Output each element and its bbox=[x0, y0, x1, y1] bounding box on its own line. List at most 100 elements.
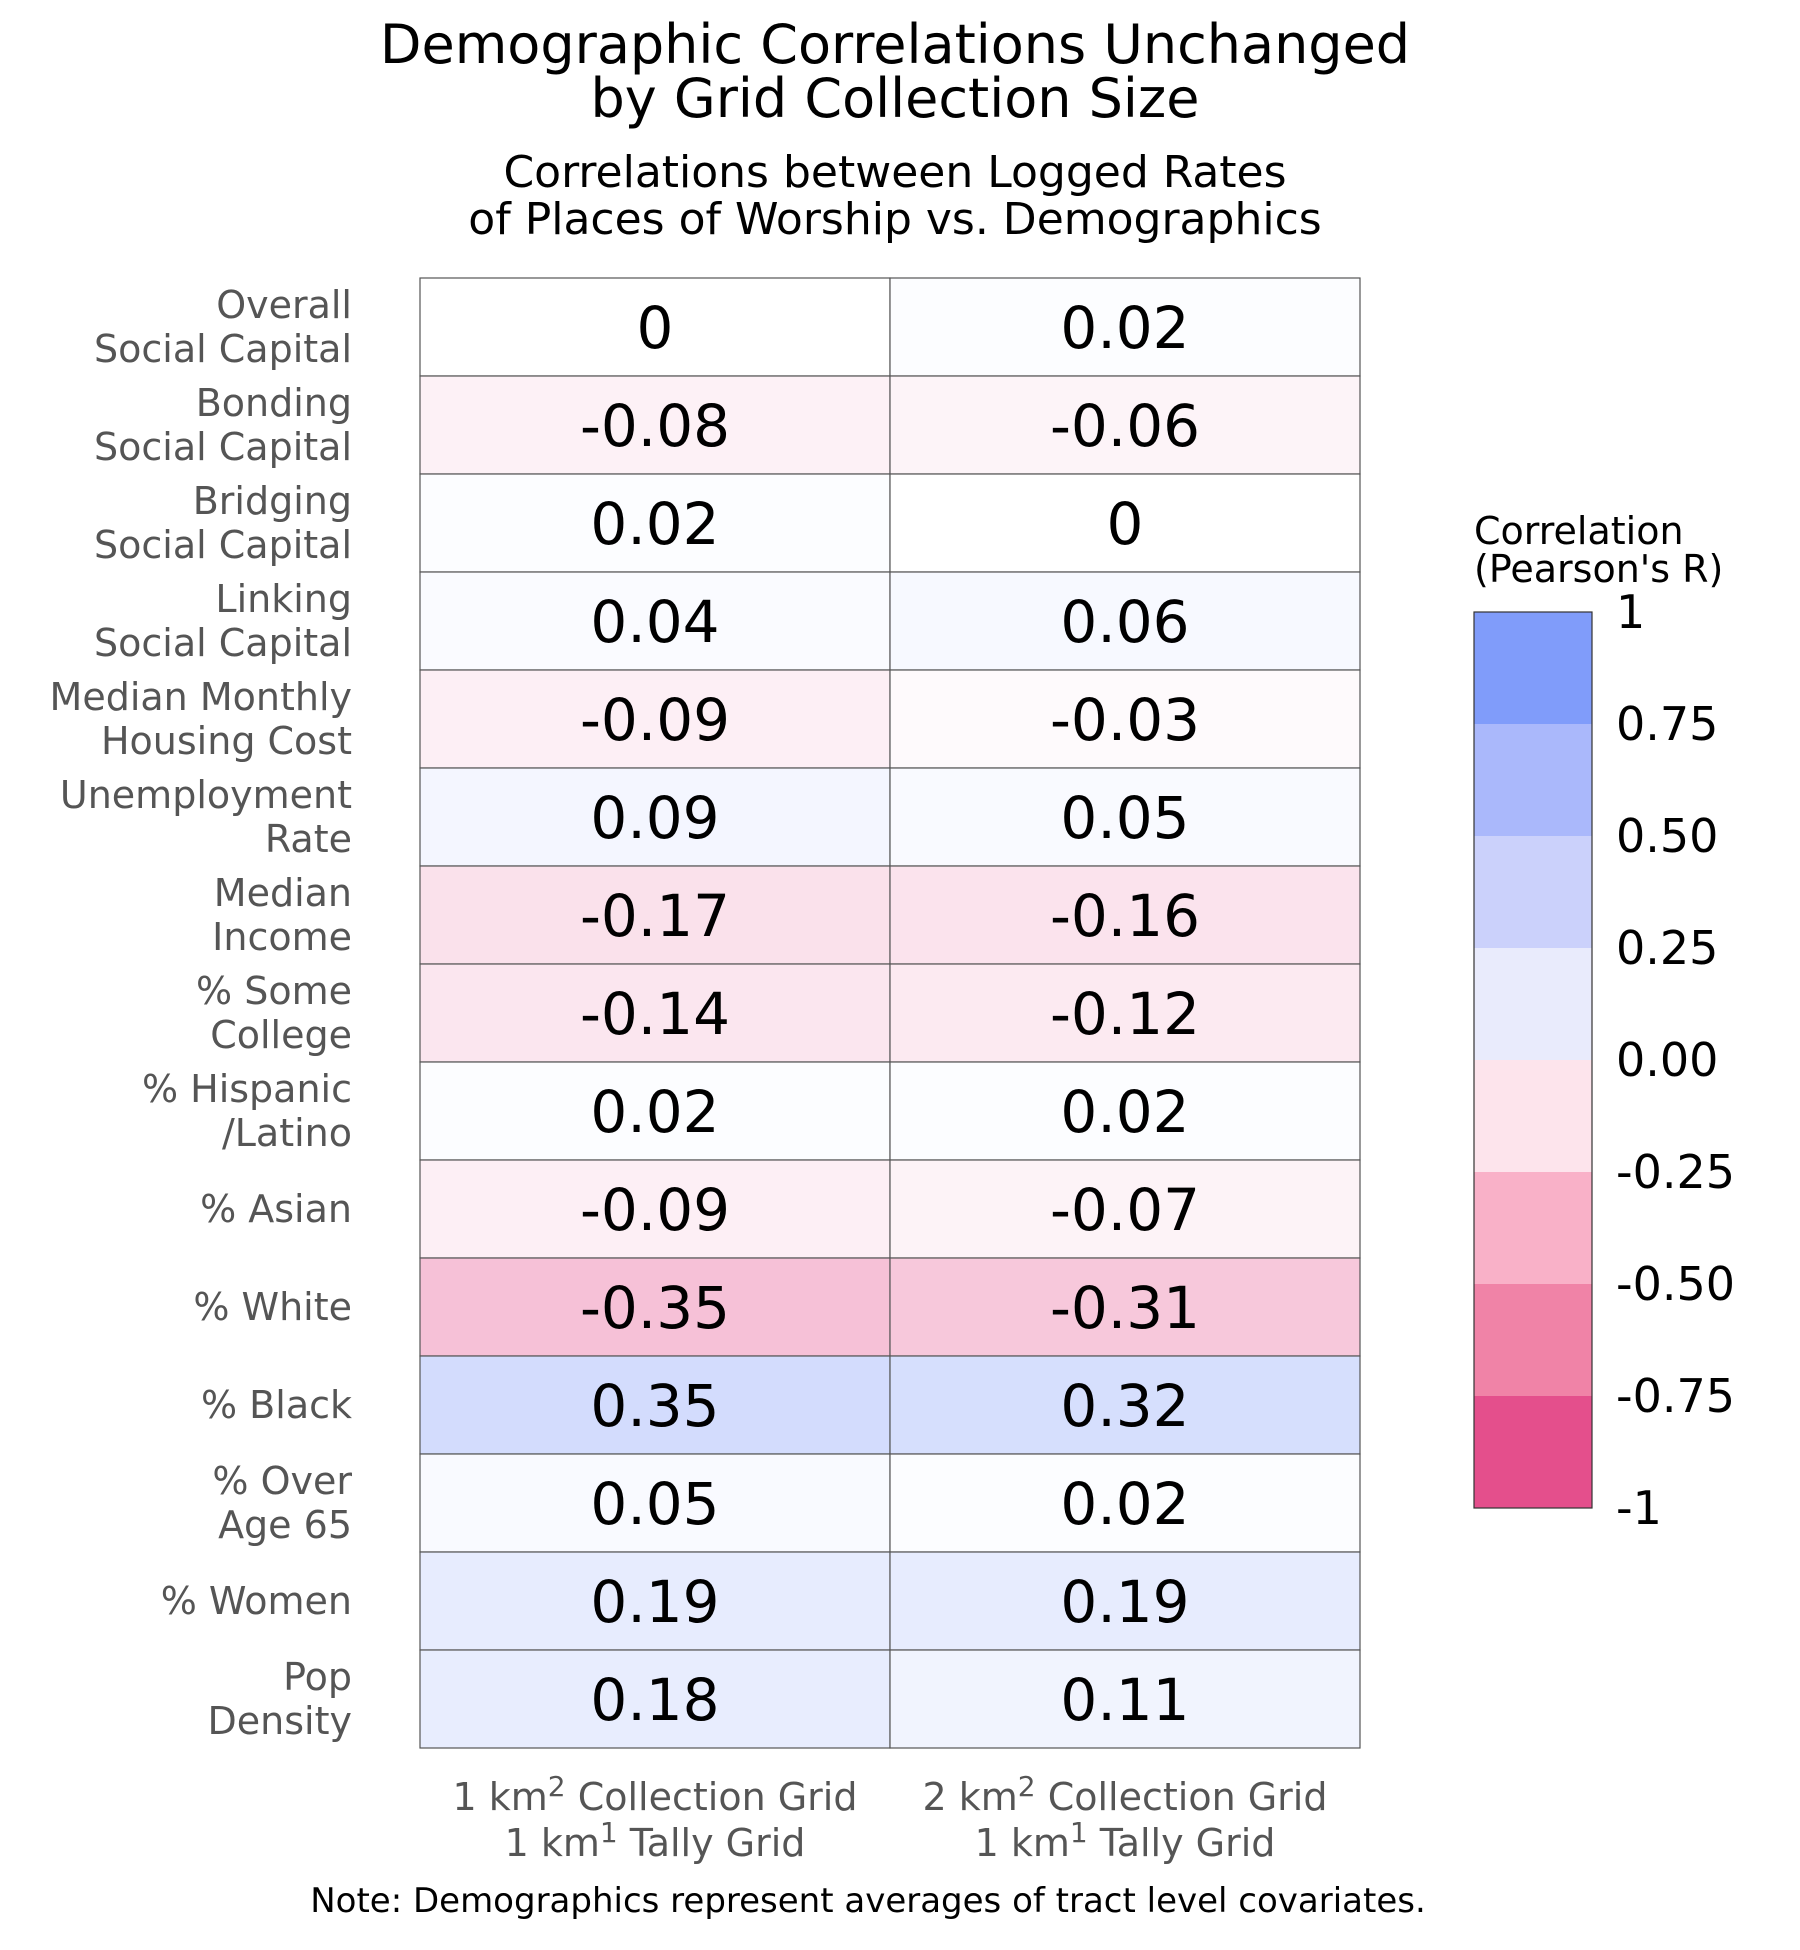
row-label: Social Capital bbox=[94, 327, 352, 371]
legend-bin bbox=[1474, 1284, 1592, 1396]
row-label: Housing Cost bbox=[101, 719, 352, 763]
heatmap-cell bbox=[889, 1257, 1361, 1357]
column-label-line2: 1 km1 Tally Grid bbox=[975, 1816, 1276, 1865]
heatmap-cell bbox=[889, 1453, 1361, 1553]
row-label: College bbox=[210, 1013, 352, 1057]
cell-value-label: -0.09 bbox=[580, 686, 730, 754]
row-label: Pop bbox=[283, 1655, 352, 1699]
cell-value-label: 0.02 bbox=[1060, 1470, 1189, 1538]
cell-value-label: -0.14 bbox=[580, 980, 730, 1048]
legend-tick-label: 0.75 bbox=[1616, 697, 1718, 751]
column-label-text: Collection Grid bbox=[566, 1775, 858, 1819]
heatmap-cell bbox=[419, 571, 891, 671]
row-label: Social Capital bbox=[94, 425, 352, 469]
row-label: % Black bbox=[201, 1383, 352, 1427]
row-label: Rate bbox=[265, 817, 352, 861]
legend-tick-label: 1 bbox=[1616, 585, 1645, 639]
legend-tick-label: -1 bbox=[1616, 1481, 1662, 1535]
cell-value-label: 0.11 bbox=[1060, 1666, 1189, 1734]
legend-bin bbox=[1474, 612, 1592, 724]
cell-value-label: 0.35 bbox=[590, 1372, 719, 1440]
row-label: /Latino bbox=[222, 1111, 352, 1155]
chart-title-line-1: Demographic Correlations Unchanged bbox=[380, 13, 1410, 76]
heatmap-cell bbox=[419, 1061, 891, 1161]
column-label-text: 1 km bbox=[505, 1821, 600, 1865]
cell-value-label: -0.03 bbox=[1050, 686, 1200, 754]
heatmap-cell bbox=[889, 1061, 1361, 1161]
row-label: Social Capital bbox=[94, 523, 352, 567]
heatmap-cell bbox=[419, 865, 891, 965]
legend-tick-label: 0.25 bbox=[1616, 921, 1718, 975]
heatmap-cell bbox=[889, 767, 1361, 867]
column-label-line1: 2 km2 Collection Grid bbox=[923, 1770, 1328, 1819]
heatmap-cell bbox=[419, 1159, 891, 1259]
row-label: Median bbox=[214, 871, 352, 915]
legend-tick-label: -0.25 bbox=[1616, 1145, 1735, 1199]
legend-bar-outline bbox=[1473, 611, 1593, 1509]
legend-bin bbox=[1474, 724, 1592, 836]
chart-subtitle-line-2: of Places of Worship vs. Demographics bbox=[468, 194, 1321, 245]
cell-value-label: 0.05 bbox=[1060, 784, 1189, 852]
cell-value-label: -0.17 bbox=[580, 882, 730, 950]
column-label-superscript: 2 bbox=[548, 1770, 566, 1803]
heatmap-cell bbox=[889, 277, 1361, 377]
column-label-text: Tally Grid bbox=[1088, 1821, 1276, 1865]
cell-value-label: 0.02 bbox=[1060, 294, 1189, 362]
cell-value-label: 0.19 bbox=[590, 1568, 719, 1636]
heatmap-cells: 0 0.02 -0.08 -0.06 0.02 0 0.04 0.06 -0.09 -0.03 0.… bbox=[419, 277, 1361, 1749]
cell-value-label: 0.32 bbox=[1060, 1372, 1189, 1440]
heatmap-cell bbox=[889, 375, 1361, 475]
legend-bin bbox=[1474, 948, 1592, 1060]
cell-value-label: 0.02 bbox=[590, 490, 719, 558]
legend-tick-label: 0.00 bbox=[1616, 1033, 1718, 1087]
row-label: % Over bbox=[212, 1459, 352, 1503]
heatmap-cell bbox=[889, 1355, 1361, 1455]
legend-bin bbox=[1474, 1172, 1592, 1284]
row-label: Social Capital bbox=[94, 621, 352, 665]
chart-subtitle-line-1: Correlations between Logged Rates bbox=[503, 147, 1286, 198]
cell-value-label: -0.12 bbox=[1050, 980, 1200, 1048]
row-label: Unemployment bbox=[60, 773, 352, 817]
heatmap-cell bbox=[889, 865, 1361, 965]
heatmap-cell bbox=[419, 1257, 891, 1357]
column-label-text: Tally Grid bbox=[618, 1821, 806, 1865]
cell-value-label: 0.05 bbox=[590, 1470, 719, 1538]
heatmap-cell bbox=[889, 571, 1361, 671]
chart-title-line-2: by Grid Collection Size bbox=[590, 67, 1199, 130]
heatmap-cell bbox=[419, 963, 891, 1063]
row-label: Income bbox=[212, 915, 352, 959]
row-label: Linking bbox=[215, 577, 352, 621]
color-legend: Correlation (Pearson's R) 1 0.75 0.50 0.25 0… bbox=[1473, 509, 1735, 1535]
chart-note: Note: Demographics represent averages of… bbox=[310, 1881, 1426, 1921]
cell-value-label: -0.07 bbox=[1050, 1176, 1200, 1244]
row-label: % Women bbox=[161, 1579, 352, 1623]
legend-bin bbox=[1474, 836, 1592, 948]
legend-color-bins bbox=[1473, 611, 1593, 1509]
cell-value-label: -0.16 bbox=[1050, 882, 1200, 950]
legend-tick-label: -0.75 bbox=[1616, 1369, 1735, 1423]
legend-tick-label: -0.50 bbox=[1616, 1257, 1735, 1311]
cell-value-label: -0.08 bbox=[580, 392, 730, 460]
row-label: Age 65 bbox=[218, 1503, 352, 1547]
cell-value-label: 0.02 bbox=[590, 1078, 719, 1146]
heatmap-cell bbox=[889, 963, 1361, 1063]
heatmap-cell bbox=[419, 375, 891, 475]
heatmap-cell bbox=[419, 669, 891, 769]
heatmap-cell bbox=[889, 669, 1361, 769]
row-label: % Asian bbox=[200, 1187, 352, 1231]
row-label: % Some bbox=[196, 969, 352, 1013]
cell-value-label: 0 bbox=[637, 294, 674, 362]
column-label-superscript: 2 bbox=[1018, 1770, 1036, 1803]
column-label-superscript: 1 bbox=[600, 1816, 618, 1849]
legend-bin bbox=[1474, 1060, 1592, 1172]
row-label: Bridging bbox=[193, 479, 352, 523]
heatmap-cell bbox=[419, 277, 891, 377]
heatmap-cell bbox=[419, 1355, 891, 1455]
legend-title-line-1: Correlation bbox=[1474, 509, 1684, 553]
row-label: Overall bbox=[216, 283, 352, 327]
column-label-text: 2 km bbox=[923, 1775, 1018, 1819]
row-label: % Hispanic bbox=[142, 1067, 352, 1111]
